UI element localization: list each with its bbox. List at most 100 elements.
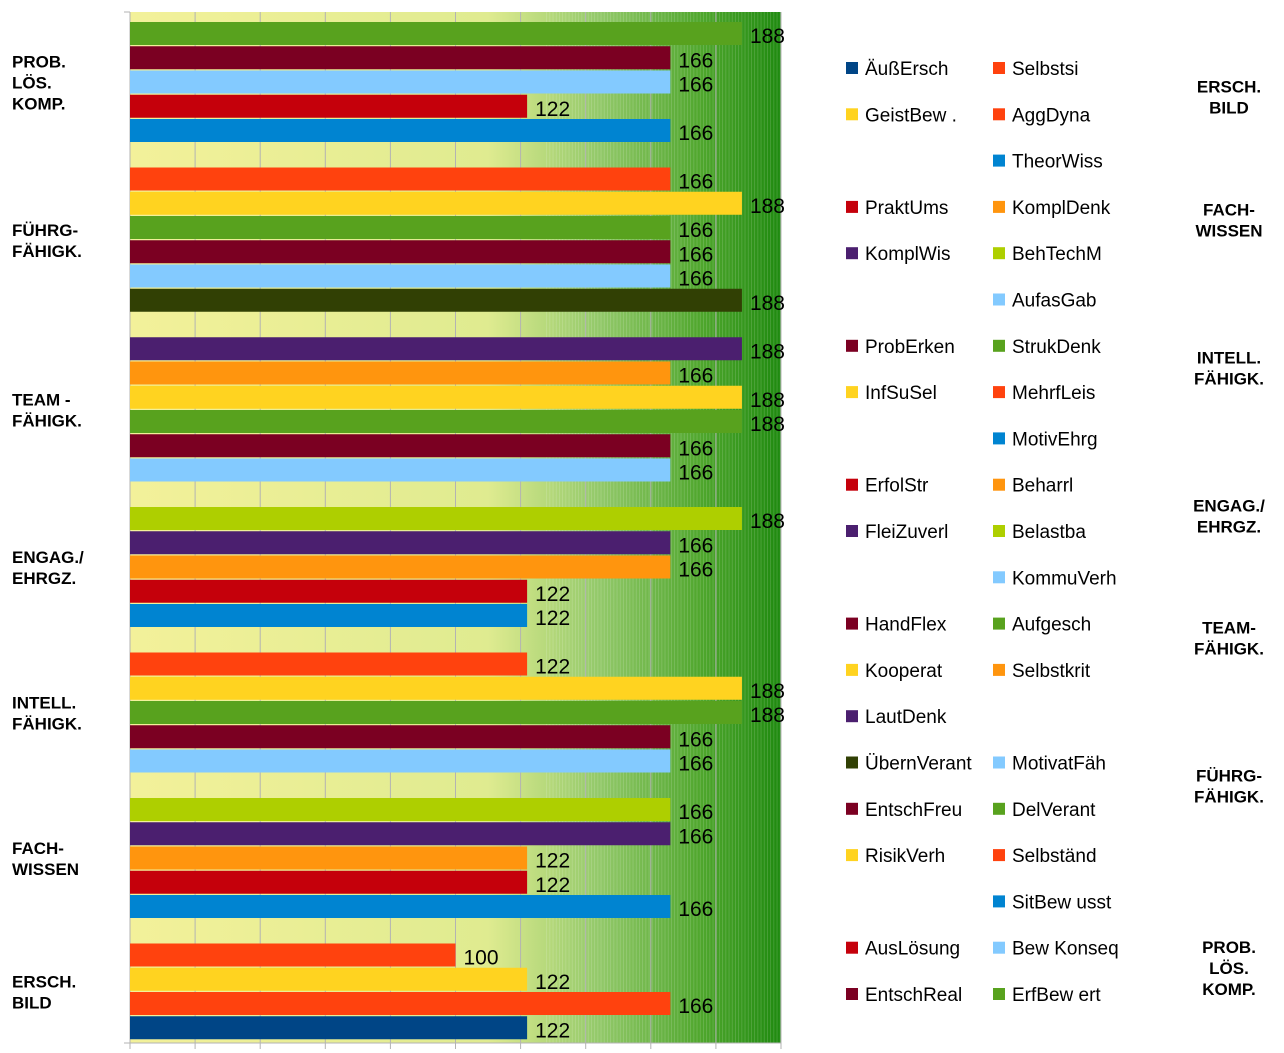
bar-behtechm <box>130 798 671 821</box>
legend-entry: KomplWis <box>865 244 951 265</box>
category-labels: PROB. LÖS. KOMP. FÜHRG-FÄHIGK. TEAM -FÄHIGK.… <box>12 53 84 1013</box>
legend-swatch <box>846 247 858 260</box>
bar-beharrl <box>130 555 671 579</box>
value-label: 166 <box>678 534 713 557</box>
legend-swatch <box>993 988 1005 1000</box>
value-label: 166 <box>678 243 713 266</box>
bar-auslösung <box>130 94 528 118</box>
value-label: 166 <box>678 122 713 145</box>
category-label: FÜHRG-FÄHIGK. <box>12 221 82 261</box>
bar-entschfreu <box>130 240 671 264</box>
value-label: 122 <box>535 583 570 606</box>
category-label: INTELL. FÄHIGK. <box>12 694 82 734</box>
category-label: ERSCH. BILD <box>12 973 76 1013</box>
right-category-label: TEAM-FÄHIGK. <box>1194 619 1264 659</box>
value-label: 188 <box>750 340 785 363</box>
bar-fleizuverl <box>130 531 671 555</box>
legend-swatch <box>993 62 1005 74</box>
legend-entry: RisikVerh <box>865 846 945 867</box>
value-label: 166 <box>678 49 713 72</box>
legend-entry: DelVerant <box>1012 800 1096 821</box>
value-label: 122 <box>535 98 570 121</box>
legend-swatch <box>993 895 1005 908</box>
legend-entry: Selbstsi <box>1012 59 1079 80</box>
legend-entry: MotivEhrg <box>1012 429 1098 450</box>
legend-entry: ÜbernVerant <box>865 754 972 775</box>
legend-swatch <box>993 663 1005 676</box>
value-label: 122 <box>535 607 570 630</box>
value-label: 188 <box>750 292 785 315</box>
value-label: 122 <box>535 850 570 873</box>
legend-swatch <box>846 200 858 213</box>
legend-swatch <box>993 525 1005 537</box>
value-label: 188 <box>750 413 785 436</box>
value-label: 188 <box>750 195 785 218</box>
legend-swatch <box>993 571 1005 584</box>
legend-entry: Aufgesch <box>1012 615 1091 636</box>
value-label: 166 <box>678 753 713 776</box>
bar-motivatfäh <box>130 264 671 288</box>
legend-entry: TheorWiss <box>1012 152 1103 173</box>
value-label: 166 <box>678 437 713 460</box>
legend-entry: LautDenk <box>865 707 947 728</box>
bar-handflex <box>130 434 671 458</box>
bar-proberken <box>130 725 671 749</box>
legend-entry: InfSuSel <box>865 383 937 404</box>
value-label: 122 <box>535 656 570 679</box>
bar-entschreal <box>130 46 671 70</box>
value-label: 166 <box>678 801 713 824</box>
right-category-label: FACH-WISSEN <box>1195 201 1262 241</box>
right-category-label: INTELL. FÄHIGK. <box>1194 349 1264 389</box>
value-label: 100 <box>464 947 499 970</box>
legend-entry: HandFlex <box>865 615 947 636</box>
legend-swatch <box>993 849 1005 862</box>
legend-swatch <box>993 339 1005 352</box>
bar-series <box>130 22 742 1040</box>
legend-entry: ÄußErsch <box>865 59 948 80</box>
category-label: FACH-WISSEN <box>12 839 79 879</box>
legend-swatch <box>993 386 1005 399</box>
value-label: 122 <box>535 1019 570 1042</box>
legend-entry: ErfBew ert <box>1012 985 1101 1006</box>
bar-äußersch <box>130 1016 528 1040</box>
bar-geistbew- <box>130 967 528 991</box>
legend-entry: Bew Konseq <box>1012 939 1119 960</box>
legend-swatch <box>993 941 1005 954</box>
legend-entry: BehTechM <box>1012 244 1102 265</box>
legend-entry: PraktUms <box>865 198 948 219</box>
legend-entry: AufasGab <box>1012 291 1097 312</box>
value-label: 166 <box>678 728 713 751</box>
bar-übernverant <box>130 288 742 312</box>
right-category-label: FÜHRG-FÄHIGK. <box>1194 767 1264 807</box>
value-label: 122 <box>535 971 570 994</box>
value-label: 166 <box>678 219 713 242</box>
legend-swatch <box>993 756 1005 769</box>
bar-theorwiss <box>130 895 671 918</box>
legend-entry: AusLösung <box>865 939 960 960</box>
value-label: 166 <box>678 365 713 388</box>
value-label: 122 <box>535 874 570 897</box>
value-label: 166 <box>678 995 713 1018</box>
right-category-label: ERSCH. BILD <box>1197 78 1261 118</box>
legend-swatch <box>993 293 1005 306</box>
bar-infsusel <box>130 676 742 700</box>
legend-entry: ErfolStr <box>865 476 929 497</box>
bar-delverant <box>130 216 671 239</box>
legend-entry: Beharrl <box>1012 476 1073 497</box>
bar-selbstkrit <box>130 361 671 385</box>
bar-belastba <box>130 507 742 530</box>
value-label: 188 <box>750 25 785 48</box>
bar-bewkonseq <box>130 70 671 94</box>
legend-entry: GeistBew . <box>865 105 957 126</box>
legend-swatch <box>993 108 1005 121</box>
legend-swatch <box>993 154 1005 167</box>
bar-aufasgab <box>130 749 671 773</box>
value-label: 166 <box>678 171 713 194</box>
value-label: 166 <box>678 74 713 97</box>
value-label: 166 <box>678 559 713 582</box>
right-category-label: ENGAG./EHRGZ. <box>1193 497 1265 537</box>
legend-swatch <box>846 478 858 491</box>
legend-entry: EntschReal <box>865 985 962 1006</box>
value-label: 188 <box>750 680 785 703</box>
